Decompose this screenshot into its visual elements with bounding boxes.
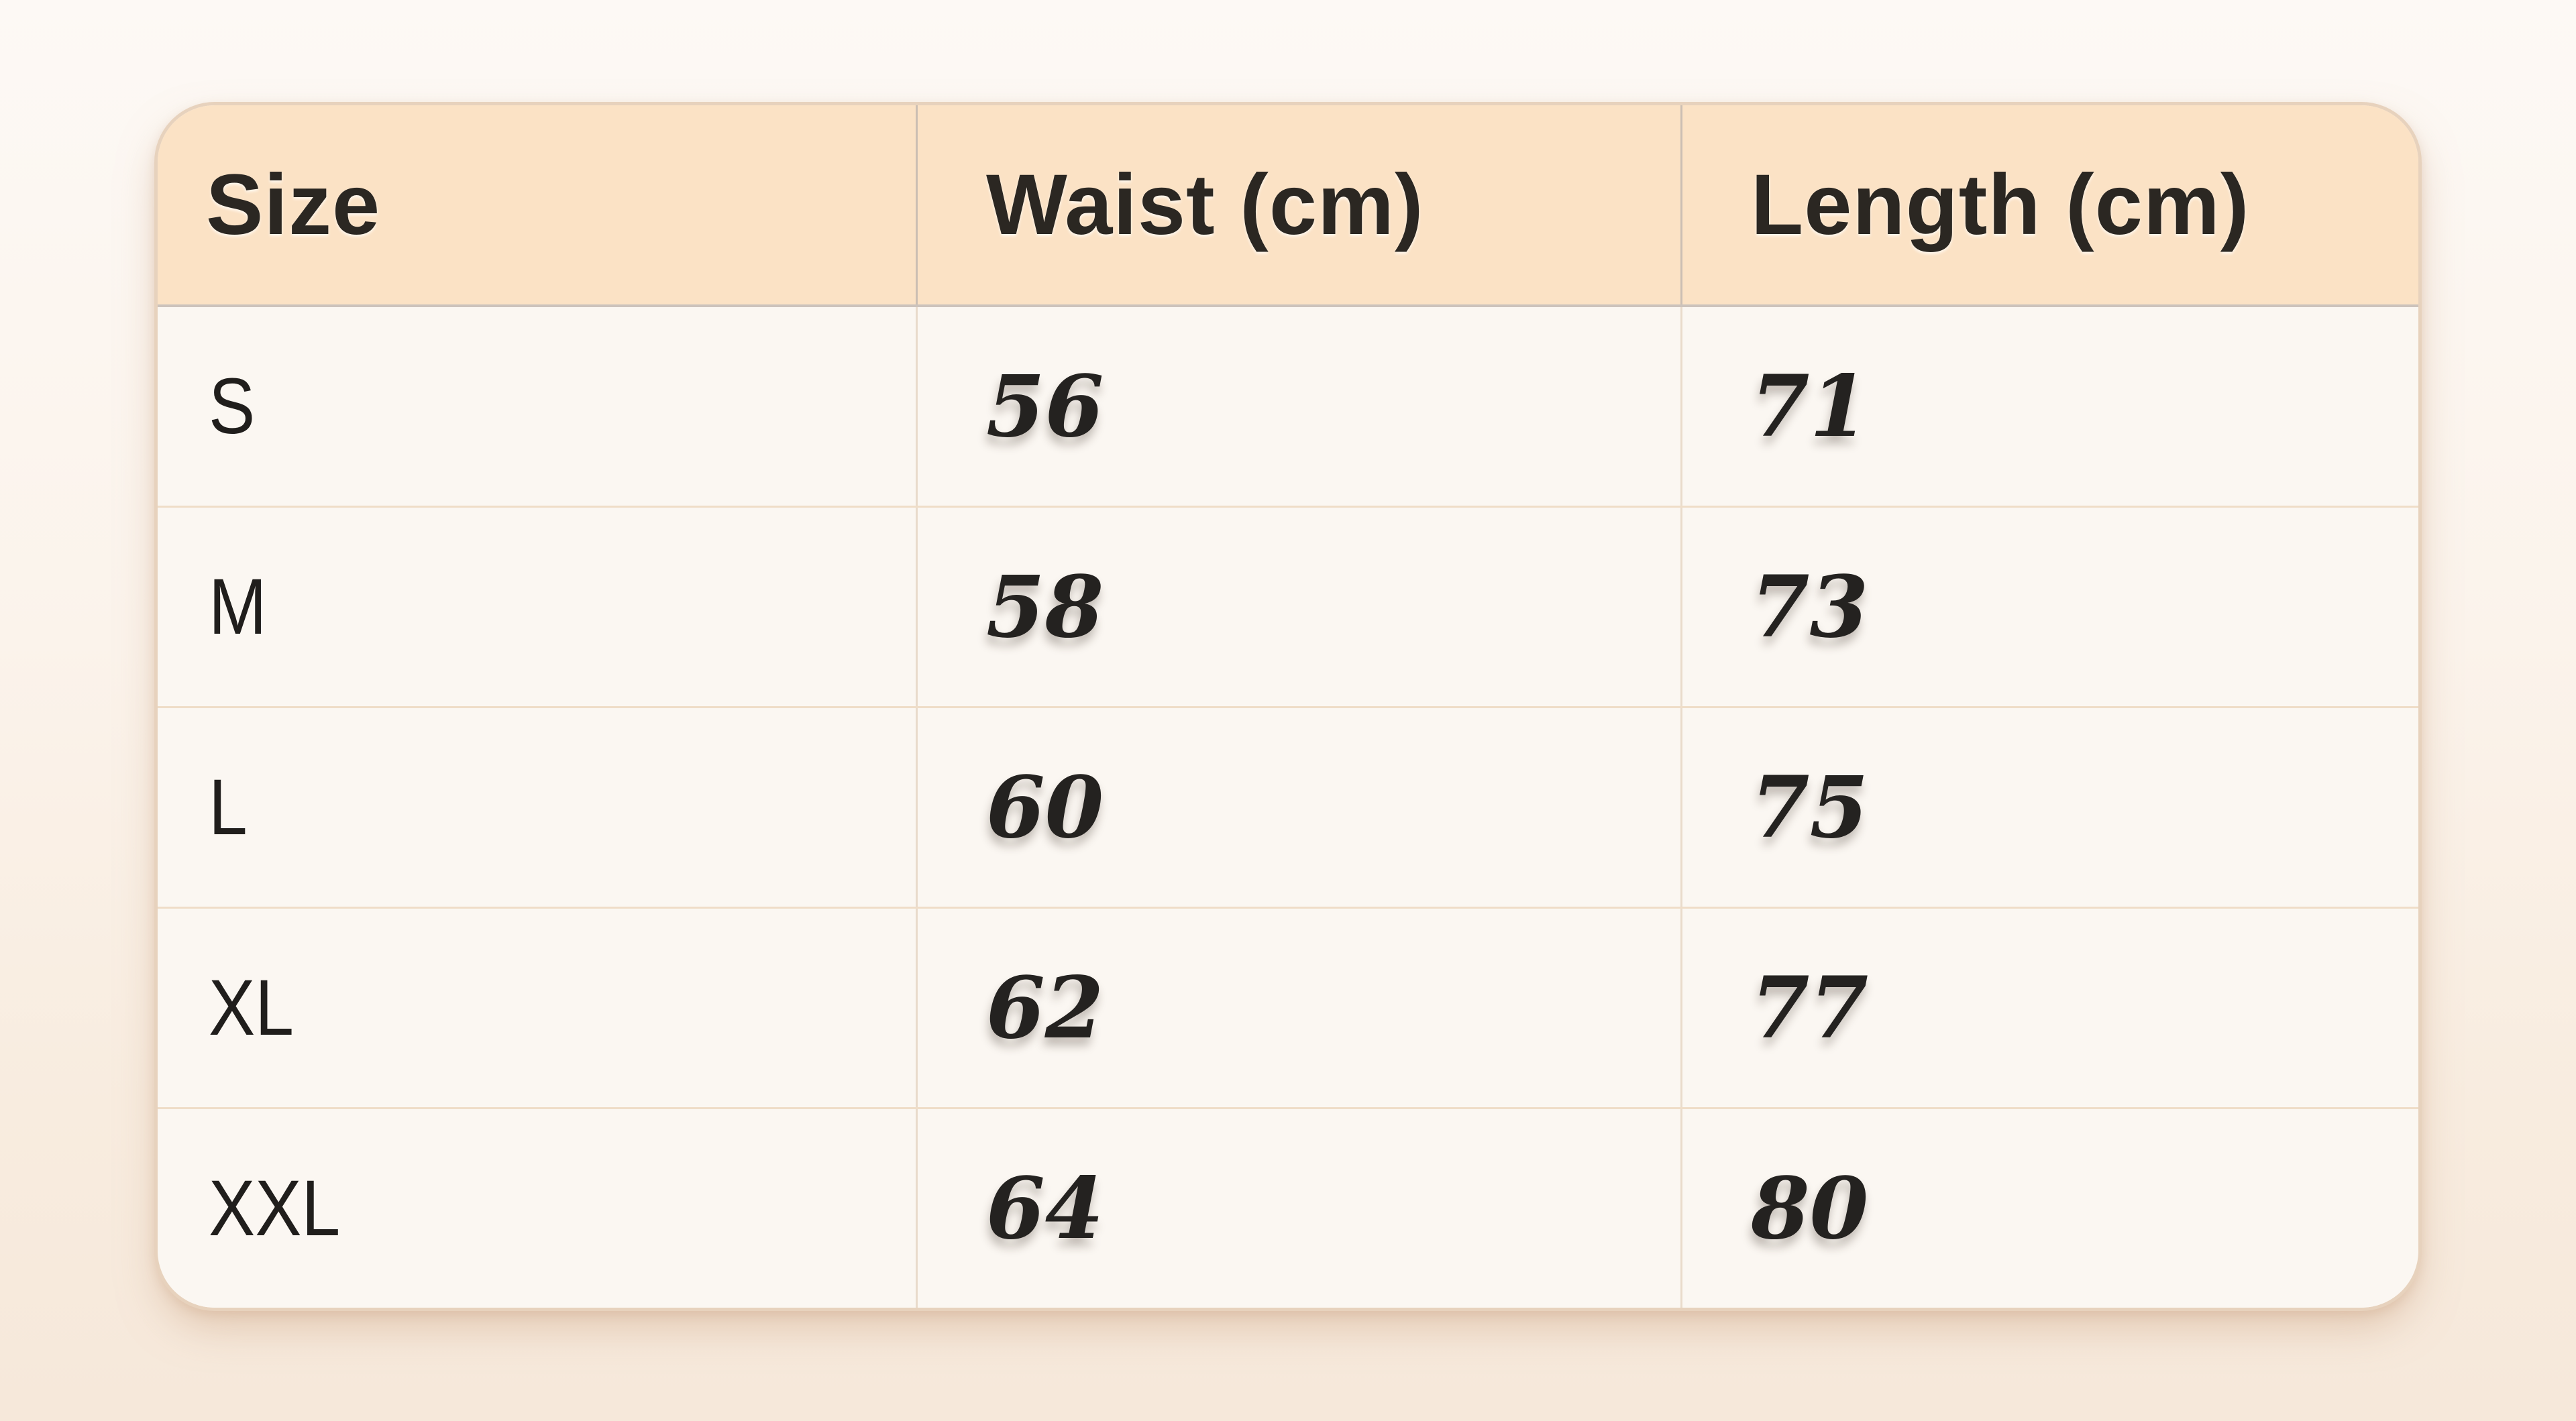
cell-waist-l: 60 <box>916 708 1680 907</box>
column-header-waist-label: Waist (cm) <box>986 156 1424 253</box>
waist-value: 62 <box>986 958 1104 1058</box>
cell-length-m: 73 <box>1680 508 2418 706</box>
waist-value: 64 <box>986 1159 1104 1258</box>
table-row-m: M 58 73 <box>158 506 2418 706</box>
cell-size-s: S <box>158 307 916 506</box>
size-value: M <box>209 563 267 651</box>
length-value: 80 <box>1751 1159 1869 1258</box>
waist-value: 56 <box>986 357 1104 456</box>
size-value: XXL <box>209 1164 341 1253</box>
cell-waist-xl: 62 <box>916 909 1680 1107</box>
cell-size-xl: XL <box>158 909 916 1107</box>
column-header-size-label: Size <box>206 156 381 253</box>
length-value: 77 <box>1751 958 1869 1058</box>
cell-size-l: L <box>158 708 916 907</box>
length-value: 71 <box>1751 357 1869 456</box>
cell-waist-s: 56 <box>916 307 1680 506</box>
cell-length-xxl: 80 <box>1680 1109 2418 1308</box>
waist-value: 58 <box>986 557 1104 657</box>
waist-value: 60 <box>986 758 1104 857</box>
column-header-waist: Waist (cm) <box>916 105 1680 304</box>
cell-size-m: M <box>158 508 916 706</box>
column-header-size: Size <box>158 105 916 304</box>
column-header-length-label: Length (cm) <box>1751 156 2250 253</box>
cell-length-l: 75 <box>1680 708 2418 907</box>
size-value: L <box>209 763 248 852</box>
length-value: 75 <box>1751 758 1869 857</box>
cell-length-s: 71 <box>1680 307 2418 506</box>
cell-size-xxl: XXL <box>158 1109 916 1308</box>
size-value: S <box>209 362 256 451</box>
size-chart-table: Size Waist (cm) Length (cm) S 56 71 M 58… <box>154 102 2422 1311</box>
table-header-row: Size Waist (cm) Length (cm) <box>158 105 2418 307</box>
table-row-l: L 60 75 <box>158 706 2418 907</box>
size-value: XL <box>209 964 294 1052</box>
column-header-length: Length (cm) <box>1680 105 2418 304</box>
cell-waist-xxl: 64 <box>916 1109 1680 1308</box>
length-value: 73 <box>1751 557 1869 657</box>
cell-waist-m: 58 <box>916 508 1680 706</box>
table-row-xxl: XXL 64 80 <box>158 1107 2418 1308</box>
table-row-xl: XL 62 77 <box>158 907 2418 1107</box>
cell-length-xl: 77 <box>1680 909 2418 1107</box>
table-row-s: S 56 71 <box>158 307 2418 506</box>
